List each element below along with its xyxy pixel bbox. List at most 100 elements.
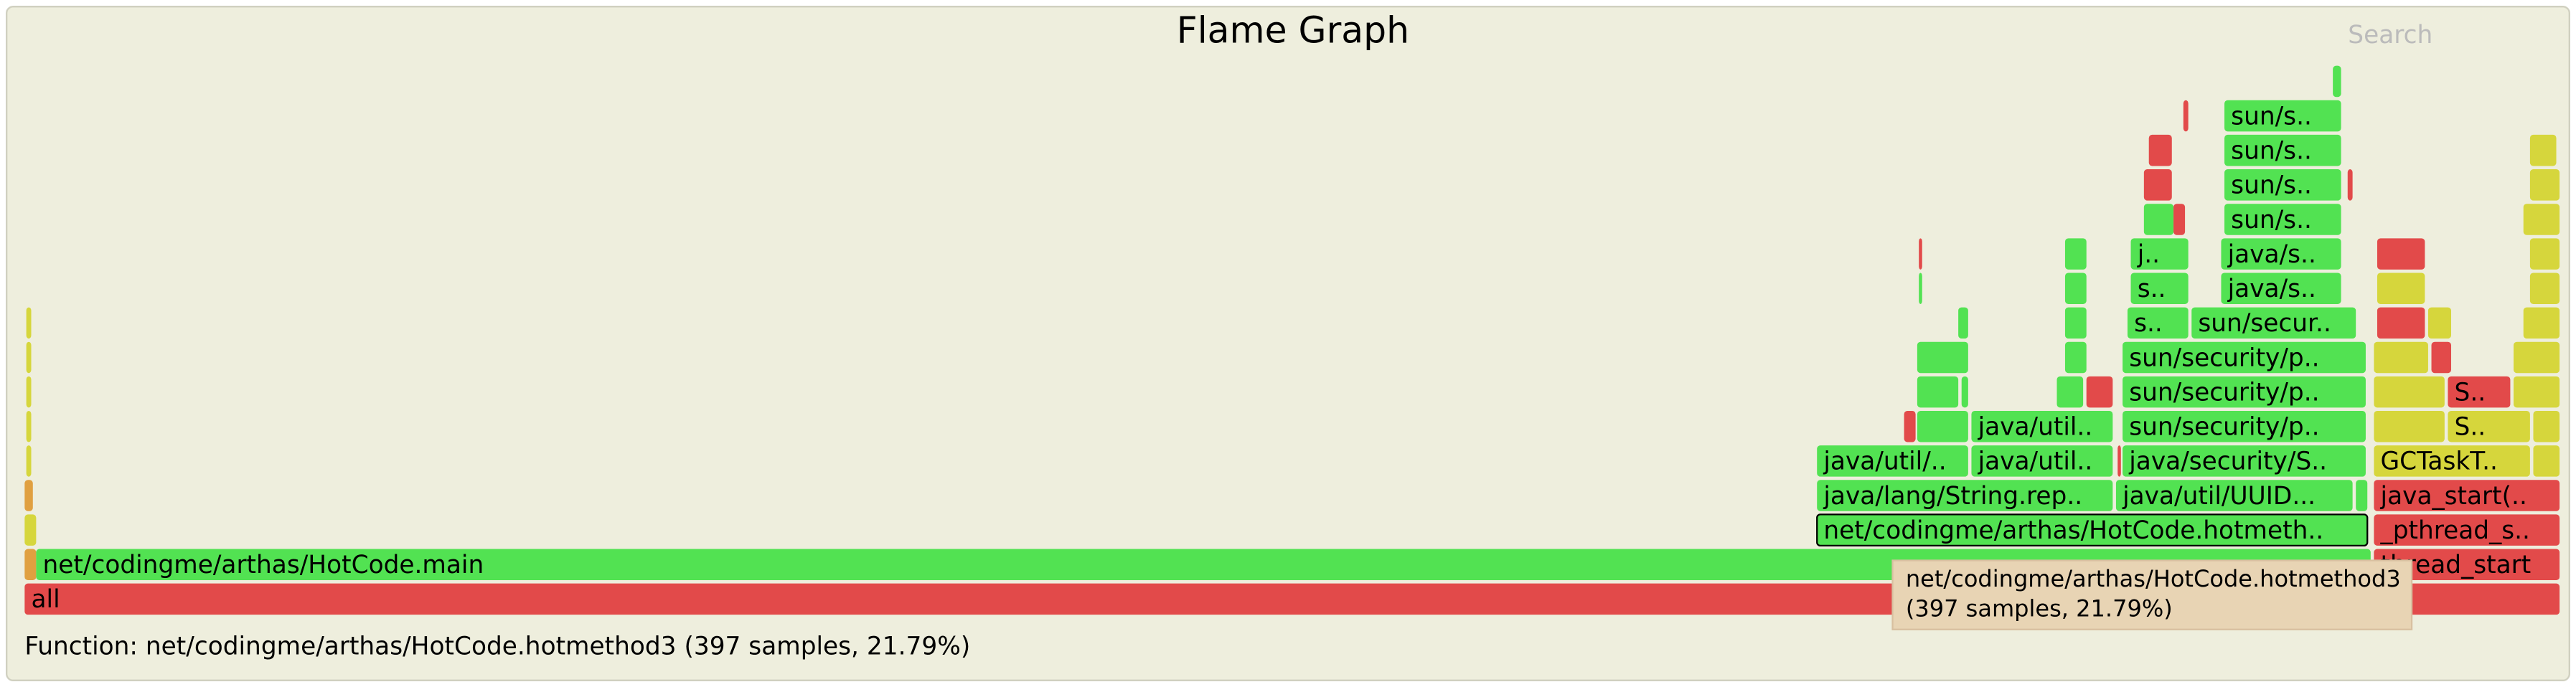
tooltip-line: net/codingme/arthas/HotCode.hotmethod3 [1906, 565, 2401, 592]
frame[interactable] [2374, 480, 2560, 511]
frame[interactable] [26, 307, 32, 339]
frame-label: s.. [2138, 275, 2166, 303]
frame-label: sun/security/p.. [2129, 378, 2319, 407]
frame[interactable] [2123, 445, 2366, 477]
frame[interactable] [2333, 65, 2341, 98]
frame-label: S.. [2455, 413, 2486, 442]
frame[interactable] [1961, 376, 1968, 408]
frame[interactable] [2523, 307, 2560, 339]
background [6, 6, 2570, 681]
frame[interactable] [2221, 273, 2341, 304]
frame-label: sun/security/p.. [2129, 344, 2319, 372]
frame[interactable] [2374, 410, 2445, 442]
frame[interactable] [1919, 238, 1922, 270]
frame[interactable] [2533, 410, 2560, 442]
frame[interactable] [2377, 307, 2425, 339]
frame[interactable] [1971, 445, 2113, 477]
frame[interactable] [24, 480, 33, 511]
frame-label: java/util/.. [1823, 447, 1946, 476]
frame[interactable] [2374, 445, 2530, 477]
frame[interactable] [26, 341, 32, 374]
frame[interactable] [2529, 169, 2560, 201]
frame[interactable] [24, 549, 37, 581]
frame[interactable] [2183, 100, 2189, 132]
frame[interactable] [2123, 376, 2366, 408]
frame[interactable] [2148, 134, 2172, 166]
frame[interactable] [1917, 410, 1968, 442]
frame[interactable] [2117, 445, 2121, 477]
frame[interactable] [2130, 273, 2189, 304]
frame[interactable] [1971, 410, 2113, 442]
frame[interactable] [2123, 341, 2366, 374]
frame[interactable] [2448, 376, 2511, 408]
frame[interactable] [2224, 134, 2341, 166]
frame[interactable] [26, 376, 32, 408]
frame-label: java/util.. [1978, 413, 2093, 442]
frame[interactable] [2427, 307, 2451, 339]
frame[interactable] [2056, 376, 2084, 408]
frame[interactable] [2448, 410, 2530, 442]
frame[interactable] [2377, 238, 2425, 270]
search[interactable]: Search [2348, 21, 2432, 49]
frame[interactable] [2374, 549, 2560, 581]
frame[interactable] [2143, 204, 2174, 235]
frame[interactable] [2064, 273, 2087, 304]
tooltip: net/codingme/arthas/HotCode.hotmethod3 (… [1891, 559, 2413, 630]
frame[interactable] [2374, 341, 2428, 374]
frame[interactable] [2127, 307, 2189, 339]
frame[interactable] [2374, 376, 2445, 408]
frame[interactable] [1917, 341, 1968, 374]
frame-label: java/s.. [2227, 240, 2316, 269]
frame[interactable] [2533, 445, 2560, 477]
frame[interactable] [1817, 445, 1968, 477]
frame-label: S.. [2455, 378, 2486, 407]
frame-label: java_start(.. [2380, 482, 2527, 511]
frame[interactable] [1919, 273, 1922, 304]
frame[interactable] [1917, 376, 1959, 408]
frame[interactable] [2064, 341, 2087, 374]
frame[interactable] [2377, 273, 2425, 304]
frame[interactable] [26, 445, 32, 477]
frame[interactable] [2130, 238, 2189, 270]
frame[interactable] [2224, 169, 2341, 201]
tooltip-line: (397 samples, 21.79%) [1906, 594, 2173, 622]
frame[interactable] [2221, 238, 2341, 270]
frame[interactable] [2529, 238, 2560, 270]
frame-label: j.. [2137, 240, 2160, 269]
frame[interactable] [2224, 204, 2341, 235]
frame[interactable] [1958, 307, 1968, 339]
frame-label: sun/s.. [2231, 136, 2312, 165]
frame[interactable] [1904, 410, 1916, 442]
frame[interactable] [2431, 341, 2451, 374]
frame[interactable] [2347, 169, 2353, 201]
frame[interactable] [2173, 204, 2186, 235]
frame[interactable] [2513, 376, 2560, 408]
frame-label: _pthread_s.. [2380, 516, 2530, 545]
frame[interactable] [2115, 480, 2353, 511]
frame[interactable] [24, 514, 37, 546]
frame-label: all [32, 585, 60, 614]
frame[interactable] [2529, 134, 2557, 166]
frame[interactable] [2513, 341, 2560, 374]
frame[interactable] [2086, 376, 2113, 408]
frame[interactable] [2356, 480, 2368, 511]
frame[interactable] [2191, 307, 2356, 339]
frame[interactable] [2224, 100, 2341, 132]
frame[interactable] [36, 549, 2371, 581]
frame-label: sun/s.. [2231, 206, 2312, 234]
frame-label: net/codingme/arthas/HotCode.main [43, 551, 484, 579]
frame[interactable] [2123, 410, 2366, 442]
frame[interactable] [26, 410, 32, 442]
title: Flame Graph [1177, 9, 1409, 51]
frame[interactable] [1817, 480, 2113, 511]
frame[interactable] [1816, 513, 2369, 547]
frame[interactable] [2523, 204, 2560, 235]
frame[interactable] [2064, 238, 2087, 270]
frame[interactable] [2529, 273, 2560, 304]
frame[interactable] [2064, 307, 2087, 339]
frame-label: java/security/S.. [2128, 447, 2327, 476]
frame[interactable] [2374, 514, 2560, 546]
frame[interactable] [2143, 169, 2172, 201]
